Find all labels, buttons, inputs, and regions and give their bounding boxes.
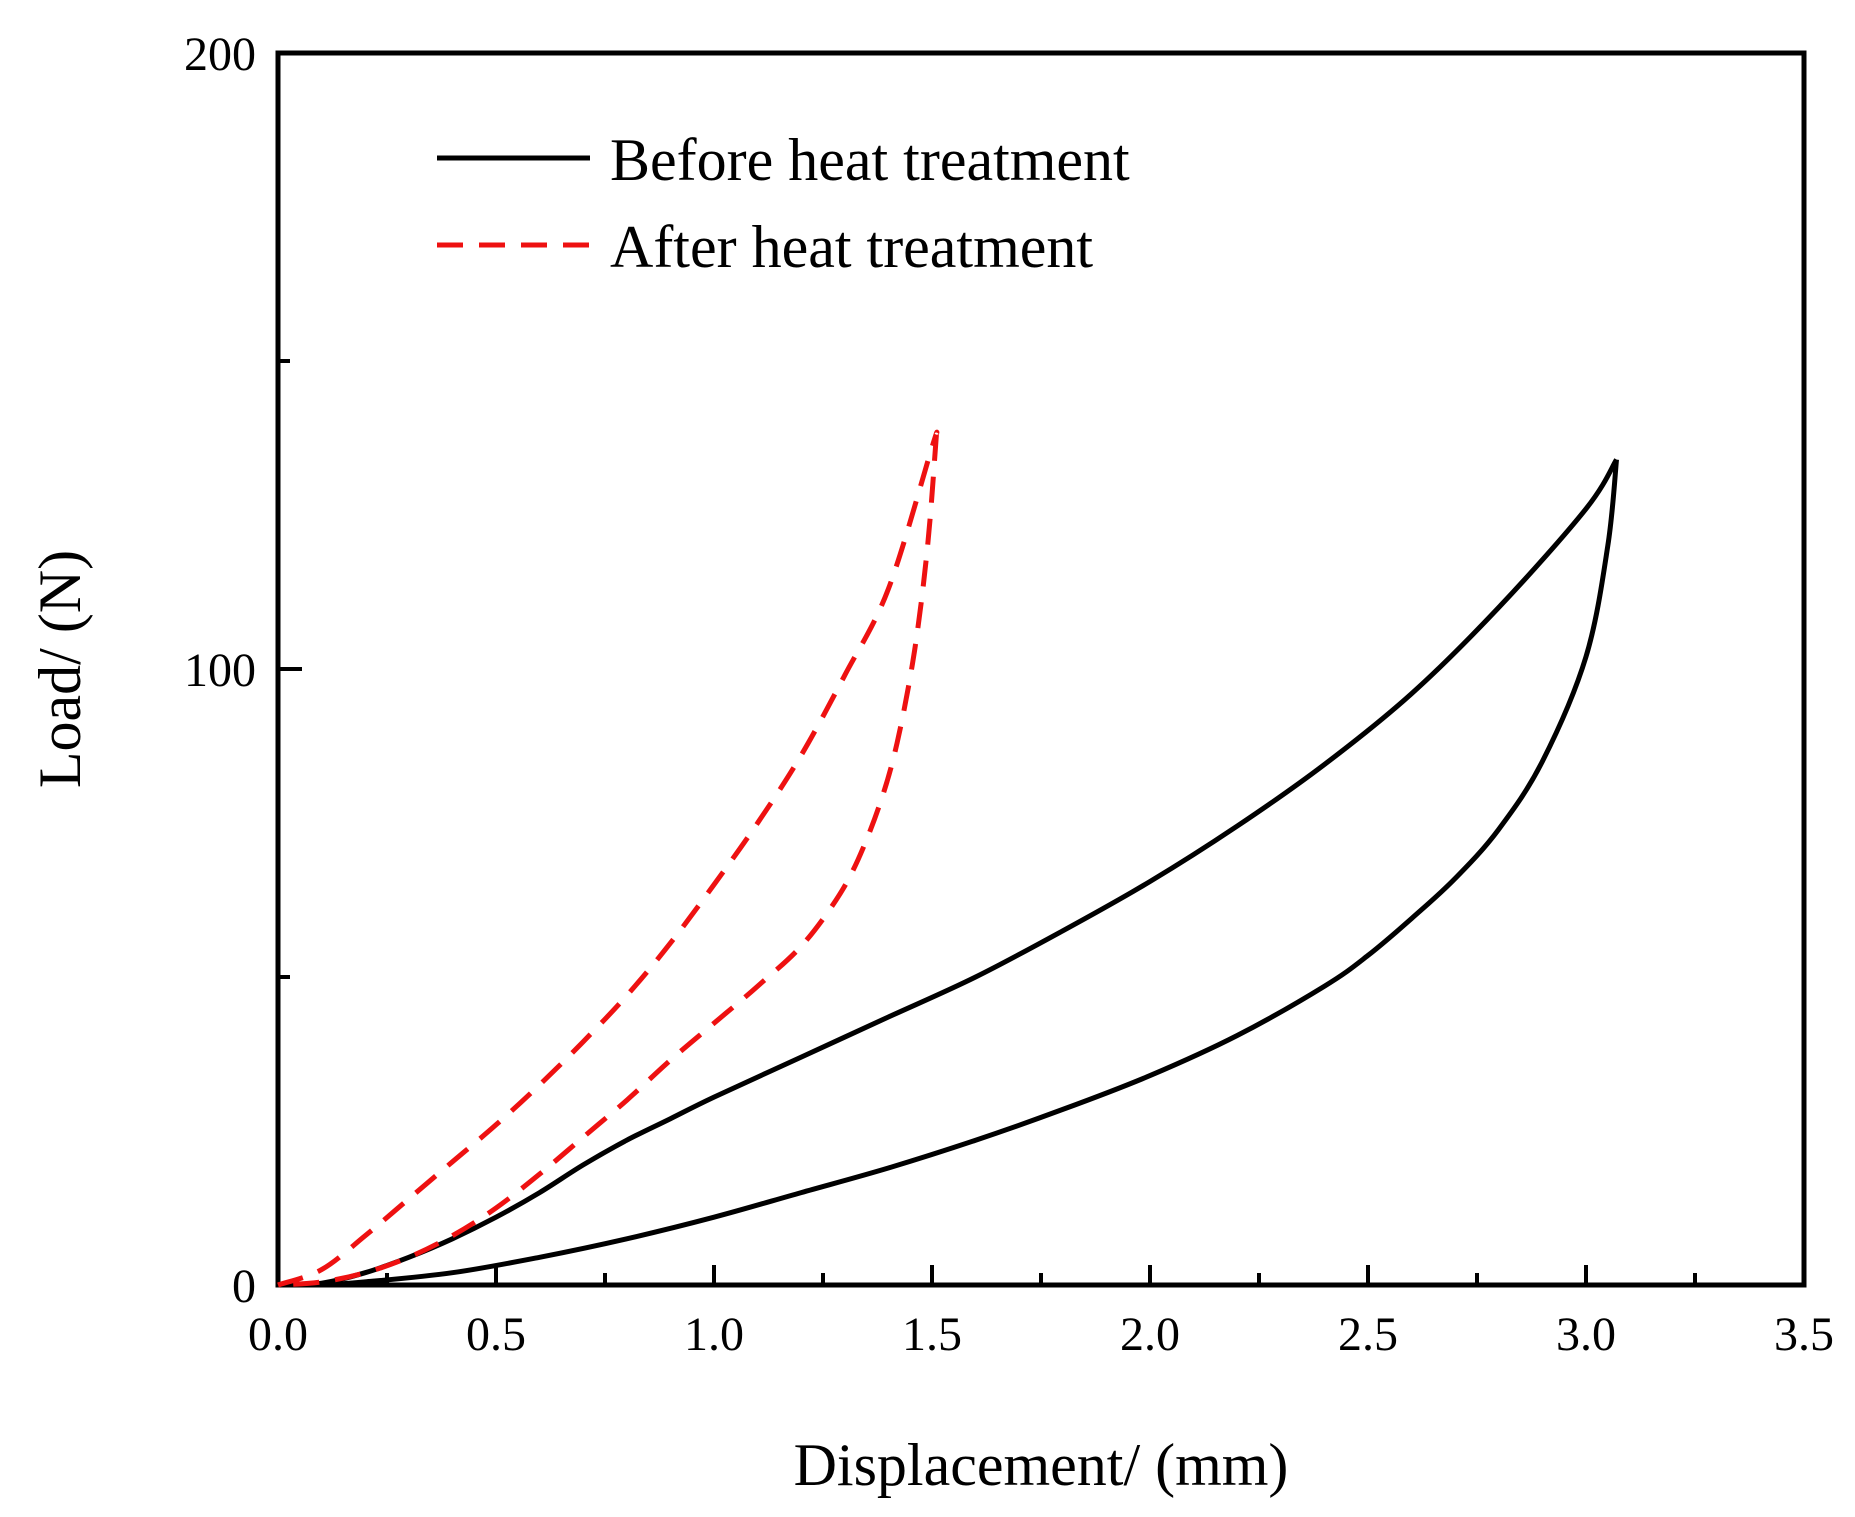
x-tick-label: 3.0 (1556, 1308, 1616, 1361)
y-tick-label: 100 (184, 644, 256, 697)
y-axis-title: Load/ (N) (27, 550, 93, 788)
legend: Before heat treatment After heat treatme… (437, 127, 1130, 280)
series (277, 429, 1619, 1288)
series-before-loading-line (277, 458, 1619, 1288)
x-tick-label: 1.5 (902, 1308, 962, 1361)
x-tick-label: 1.0 (684, 1308, 744, 1361)
y-tick-label: 200 (184, 28, 256, 81)
x-tick-label: 0.5 (466, 1308, 526, 1361)
y-tick-label: 0 (232, 1260, 256, 1313)
x-tick-label: 2.5 (1338, 1308, 1398, 1361)
legend-label-after: After heat treatment (610, 214, 1093, 280)
series-after-loading-line (277, 429, 940, 1288)
series-after-unloading-line (277, 434, 939, 1288)
x-tick-label: 3.5 (1774, 1308, 1834, 1361)
x-tick-label: 0.0 (248, 1308, 308, 1361)
x-tick-label: 2.0 (1120, 1308, 1180, 1361)
series-before-unloading-line (321, 459, 1619, 1288)
ticks: 0.0 0.5 1.0 1.5 2.0 2.5 3.0 3.5 0 100 200 (184, 28, 1834, 1361)
legend-label-before: Before heat treatment (610, 127, 1130, 193)
x-axis-title: Displacement/ (mm) (794, 1432, 1289, 1498)
